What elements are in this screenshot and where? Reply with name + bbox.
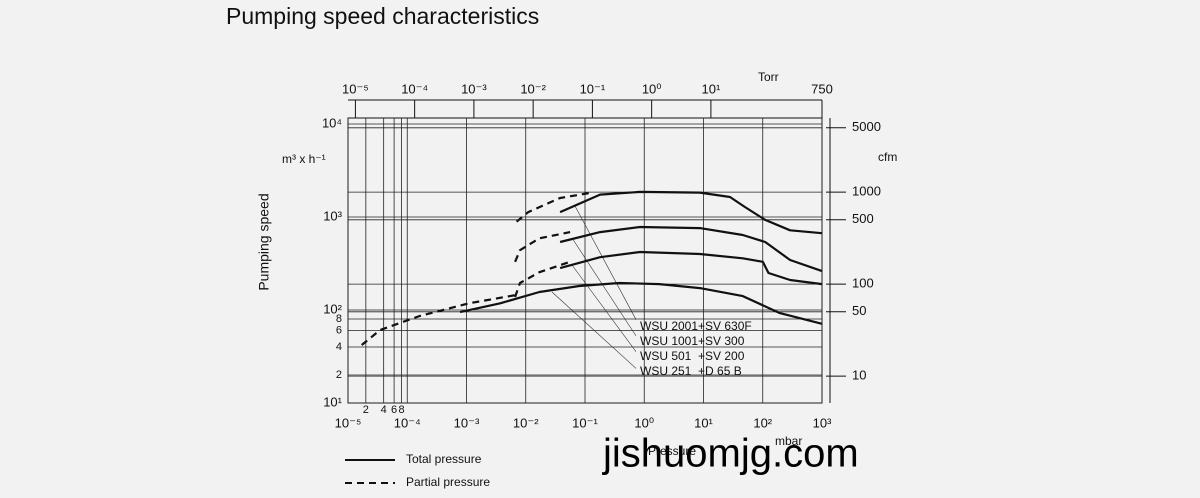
line-series — [361, 293, 517, 346]
y2-axis-unit: cfm — [878, 150, 897, 164]
series-label: WSU 1001+SV 300 — [640, 334, 745, 348]
x-tick-label: 10¹ — [694, 415, 713, 430]
y-tick-label: 10² — [323, 301, 342, 316]
y2-tick-label: 500 — [852, 211, 874, 226]
leader-line — [571, 264, 641, 358]
watermark: jishuomjg.com — [602, 432, 859, 476]
leader-line — [574, 205, 641, 328]
y-tick-label: 10⁴ — [322, 115, 342, 130]
y-minor-tick-label: 2 — [336, 369, 342, 381]
y-axis-unit: m³ x h⁻¹ — [282, 152, 326, 166]
y2-tick-label: 1000 — [852, 184, 881, 199]
x-axis-label: Pressure — [648, 444, 696, 458]
x-tick-label: 10³ — [813, 415, 832, 430]
x2-axis-unit: Torr — [758, 70, 779, 84]
label-box — [636, 318, 760, 380]
leader-line — [571, 237, 641, 343]
x2-tick-label: 10⁻⁵ — [342, 81, 369, 96]
x-minor-tick-label: 8 — [398, 404, 404, 416]
series-label: WSU 251 +D 65 B — [640, 364, 742, 378]
line-series — [514, 260, 571, 298]
y-minor-tick-label: 6 — [336, 325, 342, 337]
x2-tick-label: 10⁰ — [642, 81, 662, 96]
x-tick-label: 10⁻⁴ — [394, 415, 421, 430]
x-minor-tick-label: 2 — [363, 404, 369, 416]
line-series — [459, 281, 823, 325]
y2-tick-label: 5000 — [852, 119, 881, 134]
series-label: WSU 501 +SV 200 — [640, 349, 745, 363]
x2-tick-label: 10¹ — [702, 81, 721, 96]
y2-tick-label: 50 — [852, 303, 866, 318]
x-tick-label: 10⁰ — [634, 415, 654, 430]
x-minor-tick-label: 6 — [391, 404, 397, 416]
x2-tick-label: 750 — [811, 81, 833, 96]
line-series — [559, 190, 823, 235]
x-tick-label: 10⁻³ — [454, 415, 480, 430]
x2-tick-label: 10⁻¹ — [580, 81, 606, 96]
legend-label: Partial pressure — [406, 475, 490, 489]
x-tick-label: 10⁻¹ — [572, 415, 598, 430]
leader-lines — [551, 205, 641, 373]
x-axis-unit: mbar — [775, 434, 802, 448]
leader-line — [551, 291, 641, 373]
y-tick-label: 10³ — [323, 208, 342, 223]
x2-tick-label: 10⁻² — [520, 81, 546, 96]
line-series — [559, 250, 823, 286]
line-series — [514, 231, 571, 263]
series-label: WSU 2001+SV 630F — [640, 319, 752, 333]
line-series — [515, 191, 590, 223]
x-minor-tick-label: 4 — [381, 404, 387, 416]
y-axis-label: Pumping speed — [256, 193, 272, 290]
y-minor-tick-label: 4 — [336, 341, 342, 353]
y-tick-label: 10¹ — [323, 394, 342, 409]
x-tick-label: 10⁻² — [513, 415, 539, 430]
y-minor-tick-label: 8 — [336, 313, 342, 325]
x2-tick-label: 10⁻³ — [461, 81, 487, 96]
y2-tick-label: 100 — [852, 276, 874, 291]
chart-title: Pumping speed characteristics — [226, 3, 539, 29]
line-series — [559, 225, 823, 273]
x-tick-label: 10² — [753, 415, 772, 430]
legend-label: Total pressure — [406, 452, 482, 466]
y2-tick-label: 10 — [852, 368, 866, 383]
x-tick-label: 10⁻⁵ — [335, 415, 362, 430]
x2-tick-label: 10⁻⁴ — [401, 81, 428, 96]
